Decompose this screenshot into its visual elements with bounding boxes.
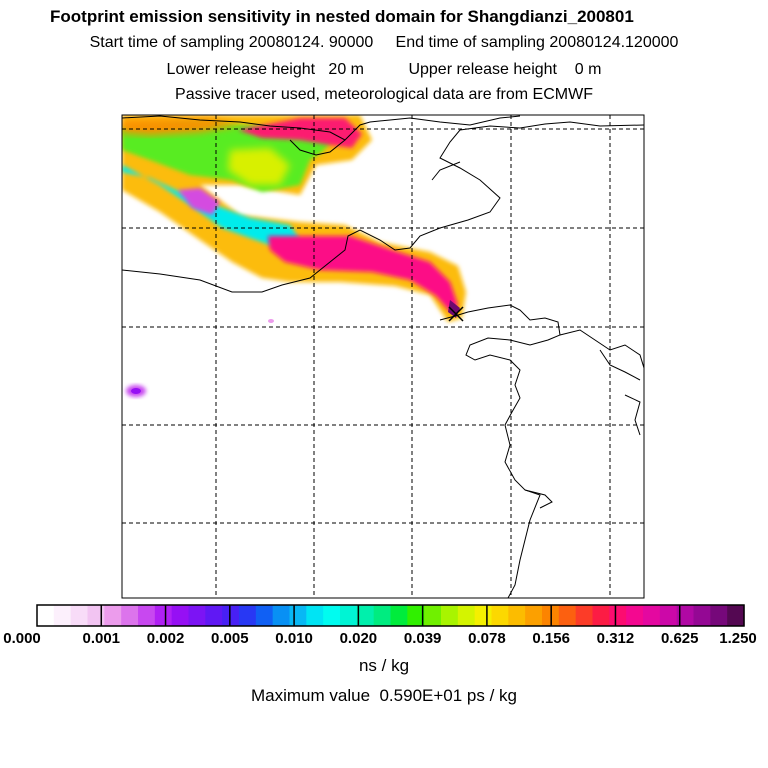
colorbar-swatch <box>104 605 122 626</box>
colorbar-swatch <box>154 605 173 626</box>
colorbar-tick-label: 0.156 <box>532 630 570 647</box>
colorbar-swatch <box>188 605 206 626</box>
colorbar-swatch <box>121 605 139 626</box>
colorbar-swatch <box>727 605 745 626</box>
colorbar-swatch <box>53 605 72 626</box>
colorbar-swatch <box>390 605 408 626</box>
colorbar-units: ns / kg <box>358 656 410 675</box>
colorbar-tick-label: 0.010 <box>275 630 313 647</box>
colorbar-swatch <box>306 605 324 626</box>
colorbar-swatch <box>222 605 240 626</box>
coastlines <box>122 115 644 598</box>
colorbar-swatch <box>356 605 375 626</box>
colorbar-swatch <box>626 605 644 626</box>
colorbar-tick-label: 0.000 <box>3 630 41 647</box>
colorbar-tick-label: 0.039 <box>403 630 442 647</box>
plume-orange-top <box>122 118 240 135</box>
small-pink-speck <box>268 319 274 323</box>
colorbar-swatch <box>441 605 459 626</box>
colorbar-swatch <box>407 605 425 626</box>
isolated-blob-core <box>131 388 141 394</box>
colorbar-swatch <box>693 605 711 626</box>
colorbar-swatch <box>373 605 392 626</box>
plume-yellow-patch <box>228 148 290 185</box>
colorbar-tick-label: 0.312 <box>596 630 635 647</box>
lat-lon-grid <box>122 115 644 598</box>
colorbar-swatch <box>289 605 307 626</box>
map-field <box>122 115 644 598</box>
colorbar-tick-label: 0.020 <box>339 630 378 647</box>
sampling-time-subtitle: Start time of sampling 20080124. 90000 E… <box>89 34 679 51</box>
colorbar-swatch <box>138 605 156 626</box>
colorbar-swatch <box>340 605 358 626</box>
receptor-site-marker <box>448 306 464 322</box>
colorbar-swatch <box>525 605 543 626</box>
colorbar-swatch <box>710 605 728 626</box>
plume-purple-streak <box>178 188 220 215</box>
colorbar-swatch <box>491 605 509 626</box>
colorbar-swatch <box>87 605 105 626</box>
colorbar-swatch <box>643 605 661 626</box>
colorbar-swatch <box>508 605 526 626</box>
colorbar-swatch <box>70 605 89 626</box>
colorbar-tick-label: 0.002 <box>146 630 185 647</box>
map-frame <box>121 114 645 599</box>
colorbar-swatch <box>558 605 577 626</box>
colorbar-frame <box>36 604 745 627</box>
colorbar-swatch <box>323 605 341 626</box>
colorbar-swatch <box>171 605 190 626</box>
colorbar-swatch <box>424 605 442 626</box>
colorbar-tick-label: 0.078 <box>468 630 506 647</box>
colorbar-swatch <box>592 605 610 626</box>
plot-title: Footprint emission sensitivity in nested… <box>50 7 634 26</box>
plume-magenta-core <box>268 236 458 312</box>
colorbar-tick-label: 0.005 <box>211 630 249 647</box>
colorbar-swatch <box>609 605 627 626</box>
colorbar-swatch <box>239 605 257 626</box>
colorbar-swatch <box>272 605 291 626</box>
colorbar-swatch <box>676 605 695 626</box>
colorbar-tick-label: 1.250 <box>719 630 757 647</box>
tracer-info-subtitle: Passive tracer used, meteorological data… <box>175 86 593 103</box>
release-height-subtitle: Lower release height 20 m Upper release … <box>166 61 602 78</box>
colorbar-swatch <box>255 605 274 626</box>
maximum-value-label: Maximum value 0.590E+01 ps / kg <box>251 686 517 705</box>
colorbar-swatch <box>205 605 223 626</box>
colorbar-swatch <box>474 605 493 626</box>
colorbar-swatch <box>575 605 594 626</box>
colorbar-tick-label: 0.625 <box>660 630 699 647</box>
colorbar-swatch <box>659 605 678 626</box>
colorbar-tick-label: 0.001 <box>82 630 121 647</box>
colorbar-swatch <box>457 605 476 626</box>
colorbar-swatch <box>37 605 55 626</box>
colorbar <box>37 605 745 626</box>
